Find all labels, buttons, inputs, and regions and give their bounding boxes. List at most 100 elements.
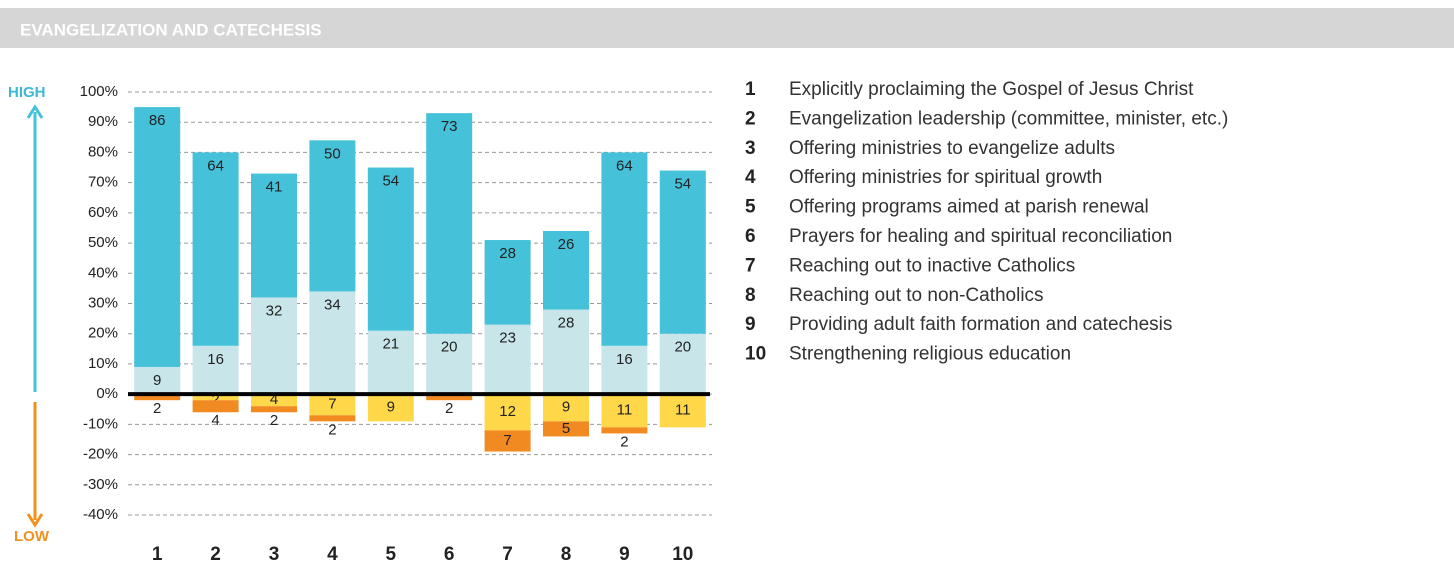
value-label: 41 (266, 179, 283, 196)
bar-segment (543, 394, 589, 422)
legend-text: Offering ministries for spiritual growth (789, 167, 1102, 188)
value-label: 9 (387, 399, 395, 416)
x-tick-label: 5 (386, 544, 397, 565)
x-tick-label: 7 (502, 544, 513, 565)
bar-segment (367, 330, 414, 395)
legend-number: 10 (745, 344, 766, 365)
high-label: HIGH (8, 84, 46, 101)
bar-segment (601, 152, 648, 346)
x-tick-label: 4 (327, 544, 338, 565)
value-label: 2 (270, 412, 278, 429)
bar-segment (484, 430, 531, 452)
legend-number: 9 (745, 314, 756, 335)
value-label: 20 (441, 339, 458, 356)
value-label: 11 (617, 402, 633, 419)
value-label: 2 (328, 421, 336, 438)
value-label: 9 (562, 399, 570, 416)
bar-segment (192, 400, 239, 413)
value-label: 64 (207, 157, 224, 174)
value-label: 20 (674, 339, 691, 356)
legend-text: Prayers for healing and spiritual reconc… (789, 226, 1172, 247)
value-label: 9 (153, 372, 161, 389)
value-label: 2 (620, 433, 628, 450)
bar-segment (484, 324, 531, 395)
bar-segment (659, 394, 706, 428)
y-tick-label: -40% (83, 506, 118, 523)
high-arrow-head (26, 104, 44, 119)
bar-segment (192, 345, 239, 395)
low-arrow-head (26, 513, 44, 528)
bar-segment (134, 394, 181, 401)
bar-segment (426, 394, 473, 401)
low-label: LOW (14, 528, 50, 545)
value-label: 5 (562, 420, 570, 437)
y-tick-label: 40% (88, 264, 118, 281)
bar-segment (309, 140, 356, 292)
legend-number: 5 (745, 197, 756, 218)
bar-segment (309, 291, 356, 395)
bar-segment (543, 421, 589, 437)
legend-text: Reaching out to inactive Catholics (789, 255, 1075, 276)
bar-segment (192, 152, 239, 346)
legend-number: 3 (745, 138, 756, 159)
x-tick-label: 3 (269, 544, 280, 565)
bar-segment (251, 173, 297, 298)
value-label: 64 (616, 157, 633, 174)
bar-segment (543, 309, 589, 395)
bar-segment (659, 170, 706, 334)
bar-segment (426, 333, 473, 395)
value-label: 86 (149, 112, 166, 129)
y-tick-label: 100% (80, 83, 118, 100)
legend-number: 2 (745, 108, 756, 129)
y-tick-label: 80% (88, 143, 118, 160)
bar-segment (484, 240, 531, 325)
value-label: 11 (675, 402, 691, 419)
value-label: 23 (499, 330, 516, 347)
legend-text: Offering programs aimed at parish renewa… (789, 197, 1149, 218)
value-label: 26 (558, 236, 575, 253)
bar-segment (543, 230, 589, 310)
y-tick-label: -10% (83, 415, 118, 432)
value-label: 12 (499, 403, 516, 420)
legend-text: Explicitly proclaiming the Gospel of Jes… (789, 79, 1194, 100)
legend-text: Reaching out to non-Catholics (789, 285, 1044, 306)
bar-segment (601, 394, 648, 428)
y-tick-label: -30% (83, 476, 118, 493)
value-label: 54 (382, 173, 399, 190)
bar-segment (134, 366, 181, 395)
legend-number: 8 (745, 285, 756, 306)
value-label: 7 (503, 432, 511, 449)
legend-number: 6 (745, 226, 756, 247)
y-tick-label: -20% (83, 446, 118, 463)
value-label: 16 (616, 351, 633, 368)
legend-number: 1 (745, 79, 756, 100)
x-tick-label: 8 (561, 544, 572, 565)
y-tick-label: 10% (88, 355, 118, 372)
value-label: 21 (382, 336, 399, 353)
legend-text: Offering ministries to evangelize adults (789, 138, 1115, 159)
x-tick-label: 2 (210, 544, 221, 565)
header-bar (0, 8, 1454, 48)
value-label: 50 (324, 145, 341, 162)
value-label: 2 (153, 400, 161, 417)
value-label: 32 (266, 302, 283, 319)
legend-number: 7 (745, 255, 756, 276)
value-label: 16 (207, 351, 224, 368)
value-label: 34 (324, 296, 341, 313)
bar-segment (367, 167, 414, 331)
value-label: 28 (499, 245, 516, 262)
bar-segment (426, 113, 473, 334)
bar-segment (601, 427, 648, 434)
y-tick-label: 90% (88, 113, 118, 130)
bar-segment (367, 394, 414, 422)
y-tick-label: 60% (88, 204, 118, 221)
y-tick-label: 0% (96, 385, 118, 402)
value-label: 7 (328, 396, 336, 413)
y-tick-label: 20% (88, 325, 118, 342)
value-label: 4 (270, 391, 278, 408)
y-tick-label: 50% (88, 234, 118, 251)
value-label: 54 (674, 176, 691, 193)
x-tick-label: 1 (152, 544, 163, 565)
bar-segment (659, 333, 706, 395)
